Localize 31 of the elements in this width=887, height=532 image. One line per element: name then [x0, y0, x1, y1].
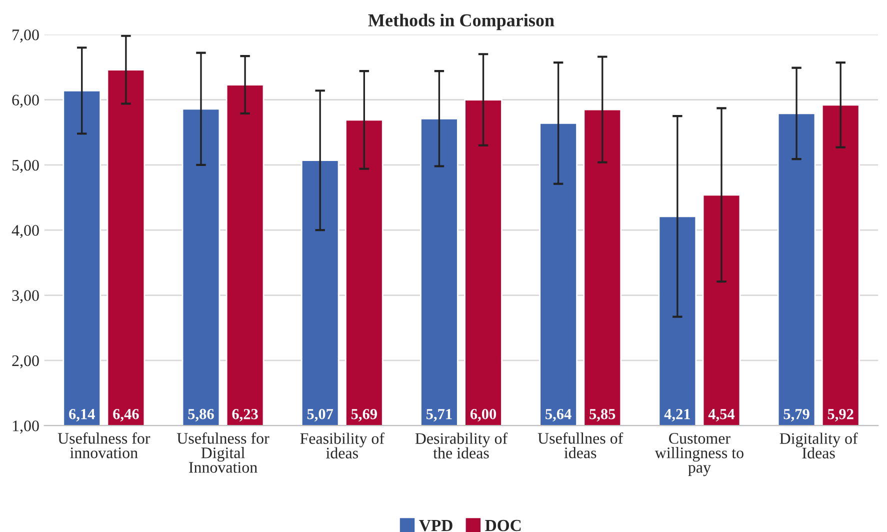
y-tick-label: 5,00	[12, 160, 39, 173]
x-tick-label: Usefulness for innovation	[58, 432, 150, 458]
x-tick-label: Usefulness for Digital Innovation	[176, 432, 270, 473]
data-label: 5,92	[828, 408, 854, 422]
data-label: 6,23	[232, 408, 258, 422]
x-tick-label: Customer willingness to pay	[654, 433, 744, 476]
data-label: 5,64	[546, 408, 572, 422]
x-tick-label: Desirability of the ideas	[415, 432, 508, 458]
data-label: 5,07	[307, 408, 334, 422]
y-tick-label: 7,00	[12, 30, 39, 43]
x-tick-label: Usefullnes of ideas	[538, 432, 624, 458]
data-label: 6,46	[113, 408, 139, 422]
data-label: 4,54	[708, 409, 735, 422]
y-tick-label: 4,00	[12, 225, 39, 238]
legend-label: DOC	[485, 520, 521, 532]
data-label: 6,14	[69, 408, 95, 422]
chart-title: Methods in Comparison	[368, 14, 554, 30]
data-label: 5,85	[590, 408, 616, 422]
data-label: 5,79	[784, 408, 810, 422]
x-tick-label: Digitality of Ideas	[780, 432, 858, 458]
x-tick-label: Feasibility of ideas	[300, 432, 384, 458]
data-label: 4,21	[664, 408, 690, 422]
y-tick-label: 1,00	[12, 420, 39, 434]
y-tick-label: 3,00	[12, 290, 39, 304]
data-label: 5,71	[426, 409, 452, 422]
data-label: 6,00	[470, 408, 496, 422]
data-label: 5,69	[351, 408, 377, 422]
y-tick-label: 6,00	[12, 94, 39, 108]
y-tick-label: 2,00	[12, 355, 39, 368]
data-label: 5,86	[188, 408, 214, 422]
legend-label: VPD	[419, 520, 452, 532]
